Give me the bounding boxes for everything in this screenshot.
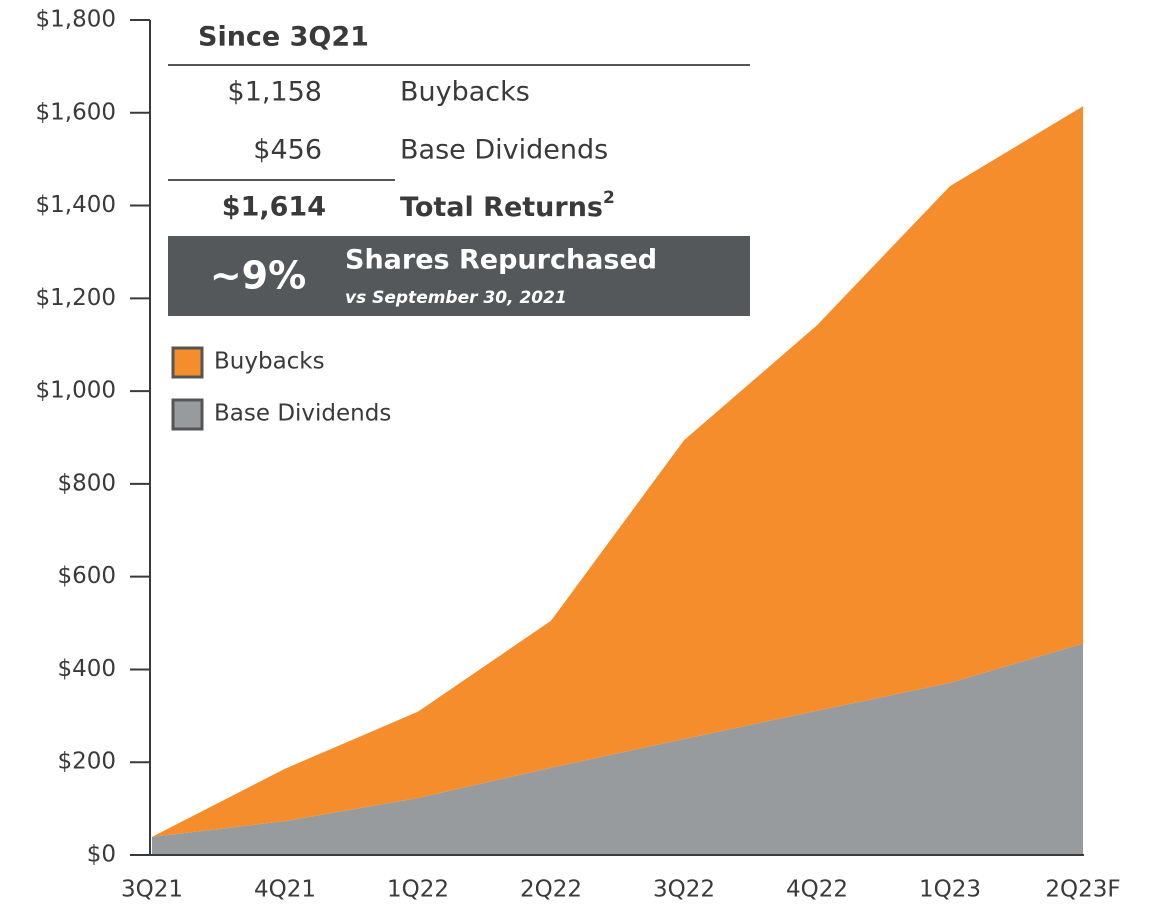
y-tick-label: $1,000	[36, 378, 116, 404]
highlight-subtitle: vs September 30, 2021	[345, 288, 567, 308]
y-tick-label: $200	[57, 749, 116, 775]
x-tick-label: 1Q22	[387, 877, 449, 903]
legend: Buybacks Base Dividends	[171, 346, 391, 431]
legend-swatch	[171, 346, 204, 379]
y-tick-label: $800	[57, 470, 116, 496]
highlight-box	[168, 236, 750, 316]
y-tick-label: $600	[57, 563, 116, 589]
summary-total-label: Total Returns2	[400, 188, 615, 223]
y-tick-label: $400	[57, 656, 116, 682]
x-tick-label: 4Q21	[254, 877, 316, 903]
y-tick-label: $1,600	[36, 99, 116, 125]
footnote: 2	[603, 188, 615, 208]
highlight-title: Shares Repurchased	[345, 245, 657, 276]
area	[152, 643, 1083, 855]
y-tick-label: $1,200	[36, 285, 116, 311]
summary-total-value: $1,614	[222, 192, 326, 223]
y-tick-label: $1,800	[36, 7, 116, 33]
plot-areas	[152, 106, 1083, 855]
x-tick-label: 3Q22	[653, 877, 715, 903]
y-tick-label: $0	[87, 842, 116, 868]
area	[152, 106, 1083, 837]
summary-title: Since 3Q21	[198, 22, 369, 53]
x-tick-label: 2Q23F	[1045, 877, 1120, 903]
summary-label: Base Dividends	[400, 135, 608, 166]
x-tick-label: 3Q21	[121, 877, 183, 903]
x-tick-label: 1Q23	[919, 877, 981, 903]
summary-label: Buybacks	[400, 77, 530, 108]
summary-value: $1,158	[228, 77, 322, 108]
legend-label: Base Dividends	[214, 401, 391, 427]
x-tick-label: 4Q22	[786, 877, 848, 903]
legend-swatch	[171, 398, 204, 431]
legend-label: Buybacks	[214, 349, 325, 375]
summary-value: $456	[253, 135, 322, 166]
y-tick-label: $1,400	[36, 192, 116, 218]
highlight-value: ~9%	[210, 254, 306, 298]
x-tick-label: 2Q22	[520, 877, 582, 903]
total-label: Total Returns	[400, 192, 603, 223]
